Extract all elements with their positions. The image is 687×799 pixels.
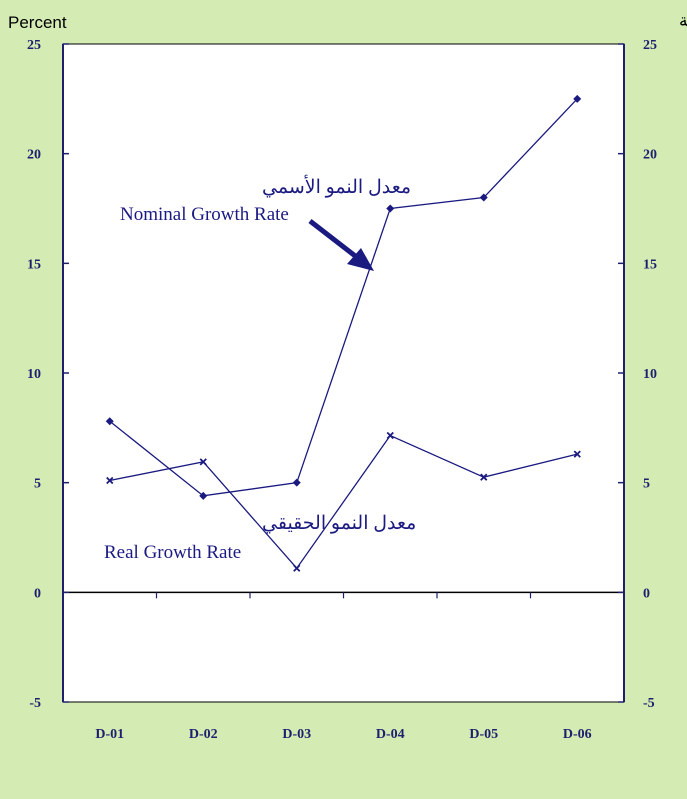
y-tick-label-right: 20: [643, 148, 657, 163]
y-tick-label-right: 10: [643, 367, 657, 382]
real-point: [386, 431, 394, 440]
y-tick-label-left: 5: [34, 477, 41, 492]
y-tick-label-right: 0: [643, 586, 650, 601]
y-tick-label-left: 10: [27, 367, 41, 382]
nominal-point: [479, 193, 488, 202]
nominal-arrowhead: [347, 248, 374, 271]
series-layer: [105, 94, 582, 572]
y-tick-label-right: 5: [643, 477, 650, 492]
y-tick-label-left: -5: [29, 696, 41, 711]
nominal-label: Nominal Growth Rate: [120, 204, 289, 225]
real-point: [106, 476, 114, 485]
real-point-stroke: [480, 473, 488, 481]
real-label: Real Growth Rate: [104, 542, 241, 563]
x-tick-label: D-06: [563, 727, 592, 742]
y-tick-label-left: 25: [27, 38, 41, 53]
x-tick-label: D-01: [95, 727, 124, 742]
real-point-stroke: [386, 431, 394, 440]
plot-area: [62, 43, 625, 703]
nominal-point: [573, 94, 582, 103]
real-point: [199, 458, 207, 466]
real-point-stroke: [199, 458, 207, 466]
x-tick-label: D-05: [469, 727, 498, 742]
real-point: [573, 450, 581, 458]
real-point-stroke: [573, 450, 581, 458]
nominal-arrow: [308, 219, 365, 264]
x-tick-label: D-02: [189, 727, 218, 742]
real-point-stroke: [106, 476, 114, 485]
real-label-ar: معدل النمو الحقيقي: [262, 513, 416, 534]
x-tick-label: D-03: [282, 727, 311, 742]
nominal-point: [292, 478, 301, 487]
y-tick-label-left: 15: [27, 257, 41, 272]
y-axis-title-right: نسبة مئوية: [679, 11, 687, 31]
nominal-point: [199, 491, 208, 500]
y-tick-label-right: 25: [643, 38, 657, 53]
x-tick-label: D-04: [376, 727, 405, 742]
nominal-point: [105, 417, 114, 426]
ticks-layer: -5 -5 0 0 5 5 10 10 15 15 20 20 25 25 D-01 D-02 D-03 D-04…: [27, 38, 657, 742]
y-tick-label-right: 15: [643, 257, 657, 272]
nominal-label-ar: معدل النمو الأسمي: [262, 174, 411, 198]
real-point: [480, 473, 488, 481]
y-tick-label-right: -5: [643, 696, 655, 711]
y-tick-label-left: 20: [27, 148, 41, 163]
real-point-stroke: [293, 564, 301, 572]
y-axis-title-left: Percent: [8, 13, 67, 32]
series-line-1: [109, 434, 578, 570]
y-tick-label-left: 0: [34, 586, 41, 601]
series-line-0: [109, 98, 578, 497]
real-point: [293, 564, 301, 572]
nominal-point: [386, 204, 395, 213]
